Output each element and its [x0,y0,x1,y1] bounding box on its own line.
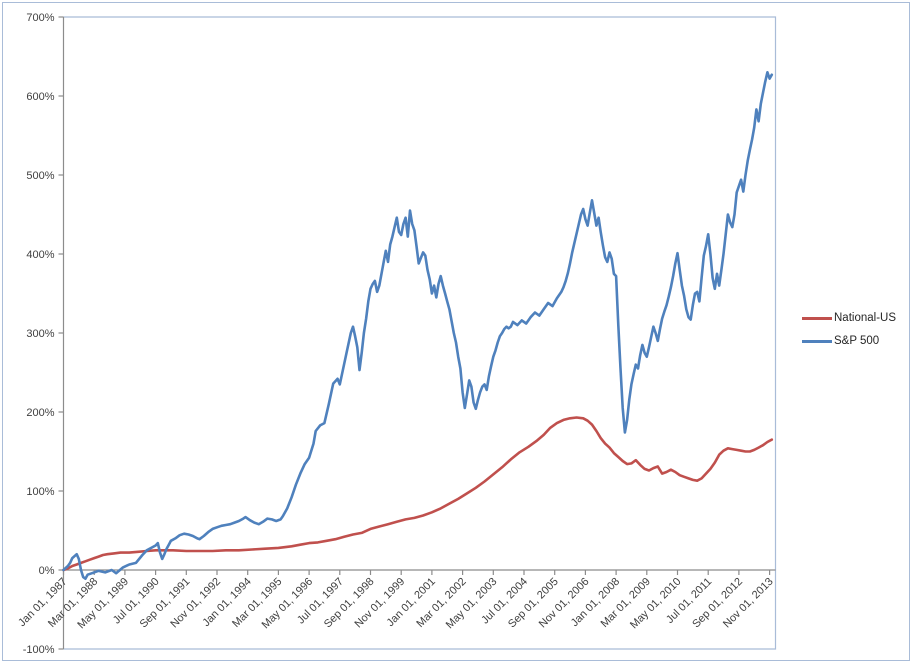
legend-swatch-national-us [802,316,832,320]
series-line-national-us[interactable] [62,416,774,572]
y-tick-label: 300% [26,328,54,340]
y-tick-label: 100% [26,486,54,498]
y-tick-label: 400% [26,249,54,261]
series-line-s-p-500[interactable] [62,71,774,580]
plot-border [63,16,777,650]
plot-area[interactable] [64,17,776,649]
y-tick-label: 700% [26,12,54,24]
y-axis: 700% 600% 500% 400% 300% 200% 100% 0% -100% [23,12,65,656]
y-tick-label: 600% [26,91,54,103]
y-tick-label: -100% [23,644,55,656]
legend-item-sp500[interactable]: S&P 500 [802,334,896,348]
legend: National-US S&P 500 [802,311,896,348]
y-tick-label: 200% [26,407,54,419]
legend-item-national-us[interactable]: National-US [802,311,896,325]
legend-label-sp500: S&P 500 [834,335,880,347]
y-tick-label: 500% [26,170,54,182]
y-tick-label: 0% [39,565,55,577]
legend-swatch-sp500 [802,339,832,343]
legend-label-national-us: National-US [834,312,896,324]
